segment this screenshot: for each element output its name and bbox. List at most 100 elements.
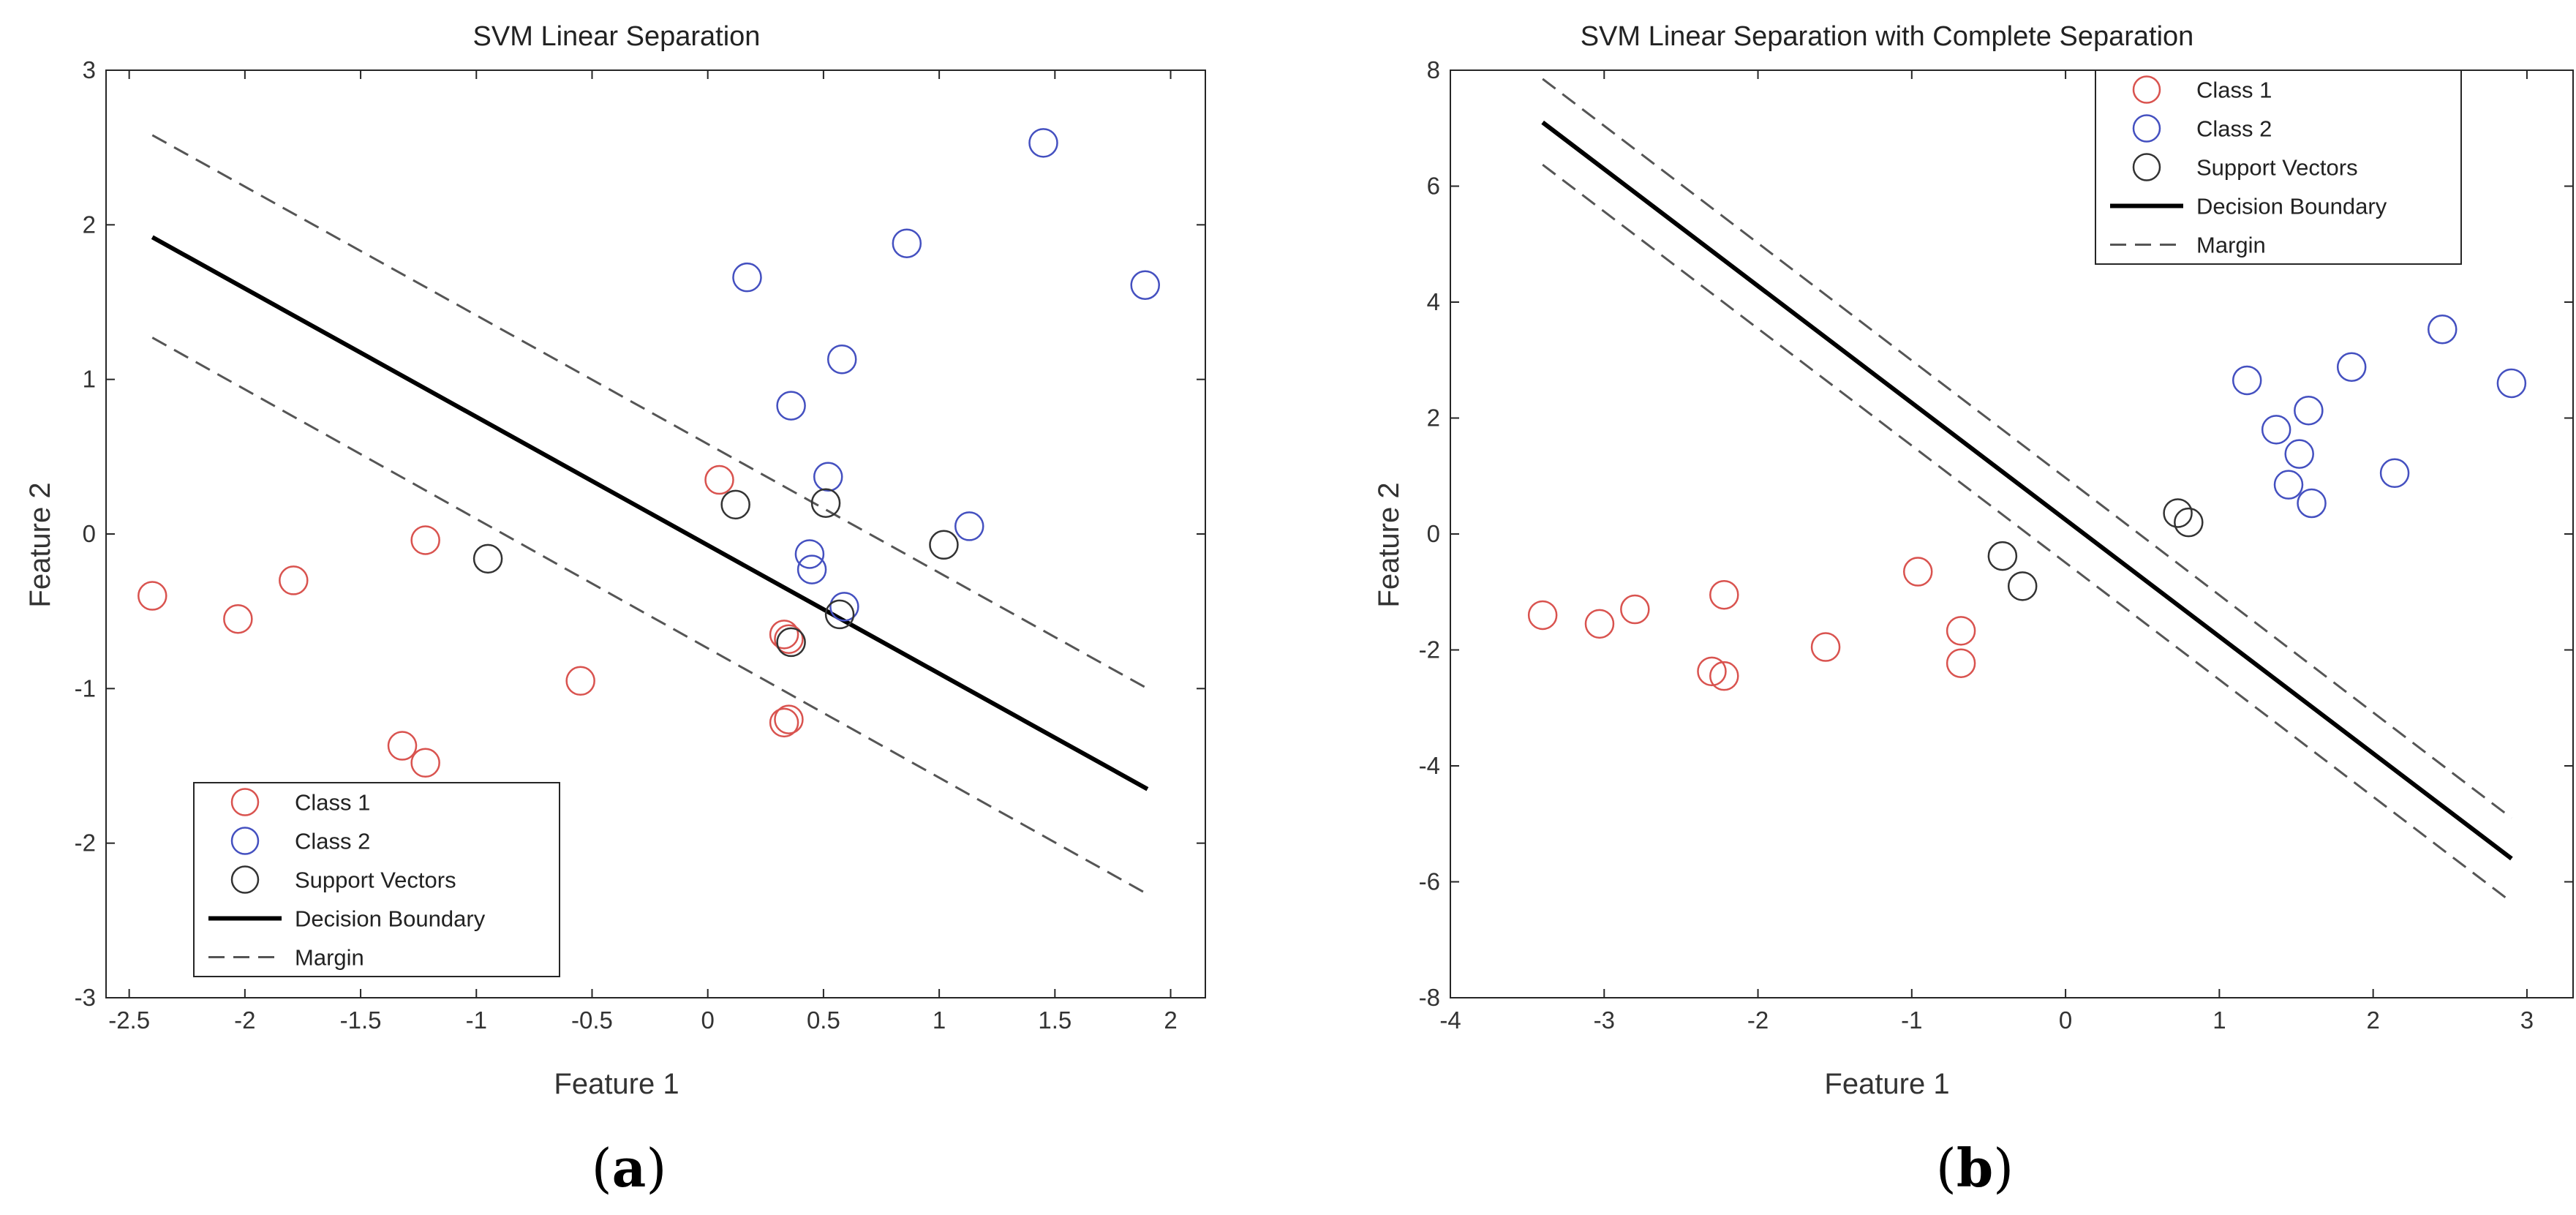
class-1-point <box>1584 609 1615 639</box>
x-tick-label: 2 <box>1164 1007 1177 1034</box>
class-2-point <box>2284 439 2314 469</box>
class-2-point <box>796 554 827 584</box>
y-tick-label: 0 <box>1427 520 1440 547</box>
chart-panel-a: SVM Linear Separation Feature 1 Feature … <box>24 21 1206 1199</box>
margin-line <box>151 336 1148 895</box>
y-tick-label: 4 <box>1427 288 1440 315</box>
decision-boundary-line <box>1541 120 2513 861</box>
plot-marks <box>1527 78 2527 903</box>
x-tick-label: -1 <box>466 1007 487 1034</box>
class-2-point <box>2297 488 2327 519</box>
support-vectors-point <box>929 530 959 560</box>
class-1-legend-marker <box>2132 75 2161 104</box>
y-tick-label: 2 <box>83 211 96 238</box>
y-tick-label: 1 <box>83 366 96 393</box>
class-2-point <box>954 511 984 541</box>
class-1-point <box>1527 600 1558 631</box>
y-tick-label: 0 <box>83 520 96 547</box>
legend-label: Class 1 <box>2196 78 2272 103</box>
class-2-point <box>813 462 843 492</box>
y-tick-label: 3 <box>83 56 96 83</box>
x-tick-label: 0 <box>701 1007 715 1034</box>
support-vectors-point <box>472 543 503 574</box>
legend-label: Decision Boundary <box>2196 194 2387 219</box>
support-vectors-point <box>824 599 855 630</box>
class-1-point <box>1946 648 1976 678</box>
x-tick-label: 1.5 <box>1038 1007 1072 1034</box>
class-1-point <box>774 704 804 734</box>
class-1-point <box>387 731 418 761</box>
y-tick-label: -2 <box>1419 636 1440 663</box>
y-tick-label: 2 <box>1427 405 1440 432</box>
y-axis-label: Feature 2 <box>1373 482 1405 607</box>
class-2-point <box>1028 128 1058 158</box>
support-vectors-point <box>2174 507 2204 538</box>
class-2-point <box>892 228 922 258</box>
support-vectors-point <box>776 627 806 658</box>
class-1-point <box>1620 594 1650 625</box>
x-tick-label: 0 <box>2059 1007 2072 1034</box>
class-2-point <box>2336 352 2367 383</box>
panel-label: (b) <box>1936 1137 2014 1199</box>
class-1-point <box>410 748 440 778</box>
class-1-point <box>769 620 799 650</box>
support-vectors-point <box>2007 571 2038 601</box>
x-tick-label: 3 <box>2520 1007 2534 1034</box>
chart-title: SVM Linear Separation with Complete Sepa… <box>1581 21 2194 52</box>
class-1-legend-marker <box>230 788 260 816</box>
legend-box <box>193 782 560 977</box>
decision-boundary-line <box>151 235 1149 791</box>
x-tick-label: -1.5 <box>340 1007 382 1034</box>
y-tick-label: -4 <box>1419 752 1440 779</box>
y-tick-label: 8 <box>1427 56 1440 83</box>
class-1-point <box>565 666 595 696</box>
y-tick-label: 6 <box>1427 173 1440 200</box>
x-tick-label: 1 <box>2212 1007 2226 1034</box>
legend-label: Decision Boundary <box>295 906 486 932</box>
support-vectors-point <box>720 489 750 520</box>
panel-letter: a <box>612 1137 647 1199</box>
x-tick-label: -2 <box>1747 1007 1769 1034</box>
class-2-point <box>2261 415 2291 445</box>
class-2-point <box>2294 395 2324 426</box>
class-1-point <box>769 707 799 738</box>
legend-label: Margin <box>2196 233 2266 258</box>
support-vectors-point <box>2163 498 2193 528</box>
class-2-point <box>2428 314 2458 345</box>
x-tick-label: 0.5 <box>807 1007 840 1034</box>
support-vectors-point <box>1987 541 2018 571</box>
class-1-point <box>1709 579 1739 610</box>
legend-label: Class 2 <box>2196 116 2272 142</box>
x-tick-label: 1 <box>933 1007 946 1034</box>
margin-line <box>1542 78 2512 819</box>
class-2-point <box>1130 270 1160 301</box>
class-2-point <box>732 262 762 293</box>
x-tick-label: -3 <box>1594 1007 1615 1034</box>
class-1-point <box>1946 616 1976 646</box>
y-tick-label: -1 <box>75 674 96 701</box>
legend-label: Class 2 <box>295 829 370 854</box>
legend-label: Margin <box>295 945 364 971</box>
class-2-point <box>776 391 806 421</box>
y-tick-label: -3 <box>75 984 96 1011</box>
class-2-point <box>794 539 825 569</box>
legend: Class 1 Class 2 Support Vectors Decision Bo… <box>193 782 560 977</box>
class-2-point <box>2496 368 2527 399</box>
x-tick-label: -0.5 <box>571 1007 613 1034</box>
class-2-legend-marker <box>230 827 260 855</box>
class-1-point <box>1810 632 1841 662</box>
panel-letter: b <box>1957 1137 1993 1199</box>
margin-line <box>1542 163 2512 903</box>
legend-box <box>2095 69 2462 265</box>
legend-label: Support Vectors <box>295 868 456 893</box>
class-1-point <box>279 565 309 595</box>
legend-label: Class 1 <box>295 790 370 816</box>
class-2-point <box>2232 365 2262 396</box>
y-tick-label: -8 <box>1419 984 1440 1011</box>
y-tick-label: -2 <box>75 830 96 857</box>
x-tick-label: -2.5 <box>108 1007 150 1034</box>
x-tick-label: -4 <box>1439 1007 1461 1034</box>
legend: Class 1 Class 2 Support Vectors Decision Bo… <box>2095 69 2462 265</box>
legend-label: Support Vectors <box>2196 155 2358 181</box>
